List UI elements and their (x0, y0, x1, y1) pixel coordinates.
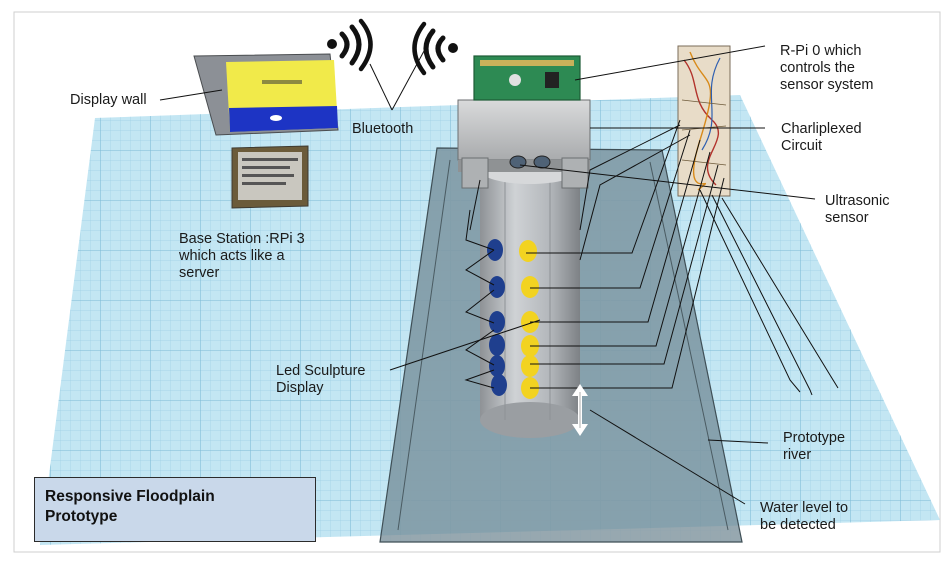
title-line-1: Responsive Floodplain (45, 488, 215, 505)
label-charliplexed: Charliplexed Circuit (781, 121, 862, 154)
label-display-wall: Display wall (70, 92, 147, 108)
arrow-double-icon (572, 384, 588, 436)
led-blue-6 (491, 374, 507, 396)
label-ultrasonic: Ultrasonic sensor (825, 193, 890, 226)
title-line-2: Prototype (45, 508, 118, 525)
ultrasonic-sensor-left (509, 155, 527, 169)
label-prototype-river: Prototype river (783, 430, 846, 463)
wifi-signal-icon-2 (412, 21, 458, 76)
led-blue-2 (489, 276, 505, 298)
led-blue-1 (487, 239, 503, 261)
base-station (231, 145, 309, 209)
title-box: Responsive Floodplain Prototype (34, 477, 316, 542)
charliplexed-circuit (677, 45, 731, 197)
wifi-signal-icon (327, 18, 373, 72)
label-rpi0: R-Pi 0 which controls the sensor system (780, 43, 874, 93)
label-bluetooth: Bluetooth (352, 121, 414, 137)
label-base-station: Base Station :RPi 3 which acts like a se… (179, 231, 305, 281)
label-water-level: Water level to be detected (760, 500, 849, 533)
ultrasonic-sensor-right (533, 155, 551, 169)
led-yellow-5 (521, 355, 539, 377)
rpi0-housing (457, 55, 591, 189)
label-led-sculpture: Led Sculpture Display (276, 363, 366, 396)
led-yellow-2 (521, 276, 539, 298)
led-yellow-1 (519, 240, 537, 262)
led-blue-3 (489, 311, 505, 333)
led-blue-5 (489, 355, 505, 377)
led-blue-4 (489, 334, 505, 356)
display-wall (193, 53, 339, 136)
connector-lines (159, 39, 839, 505)
